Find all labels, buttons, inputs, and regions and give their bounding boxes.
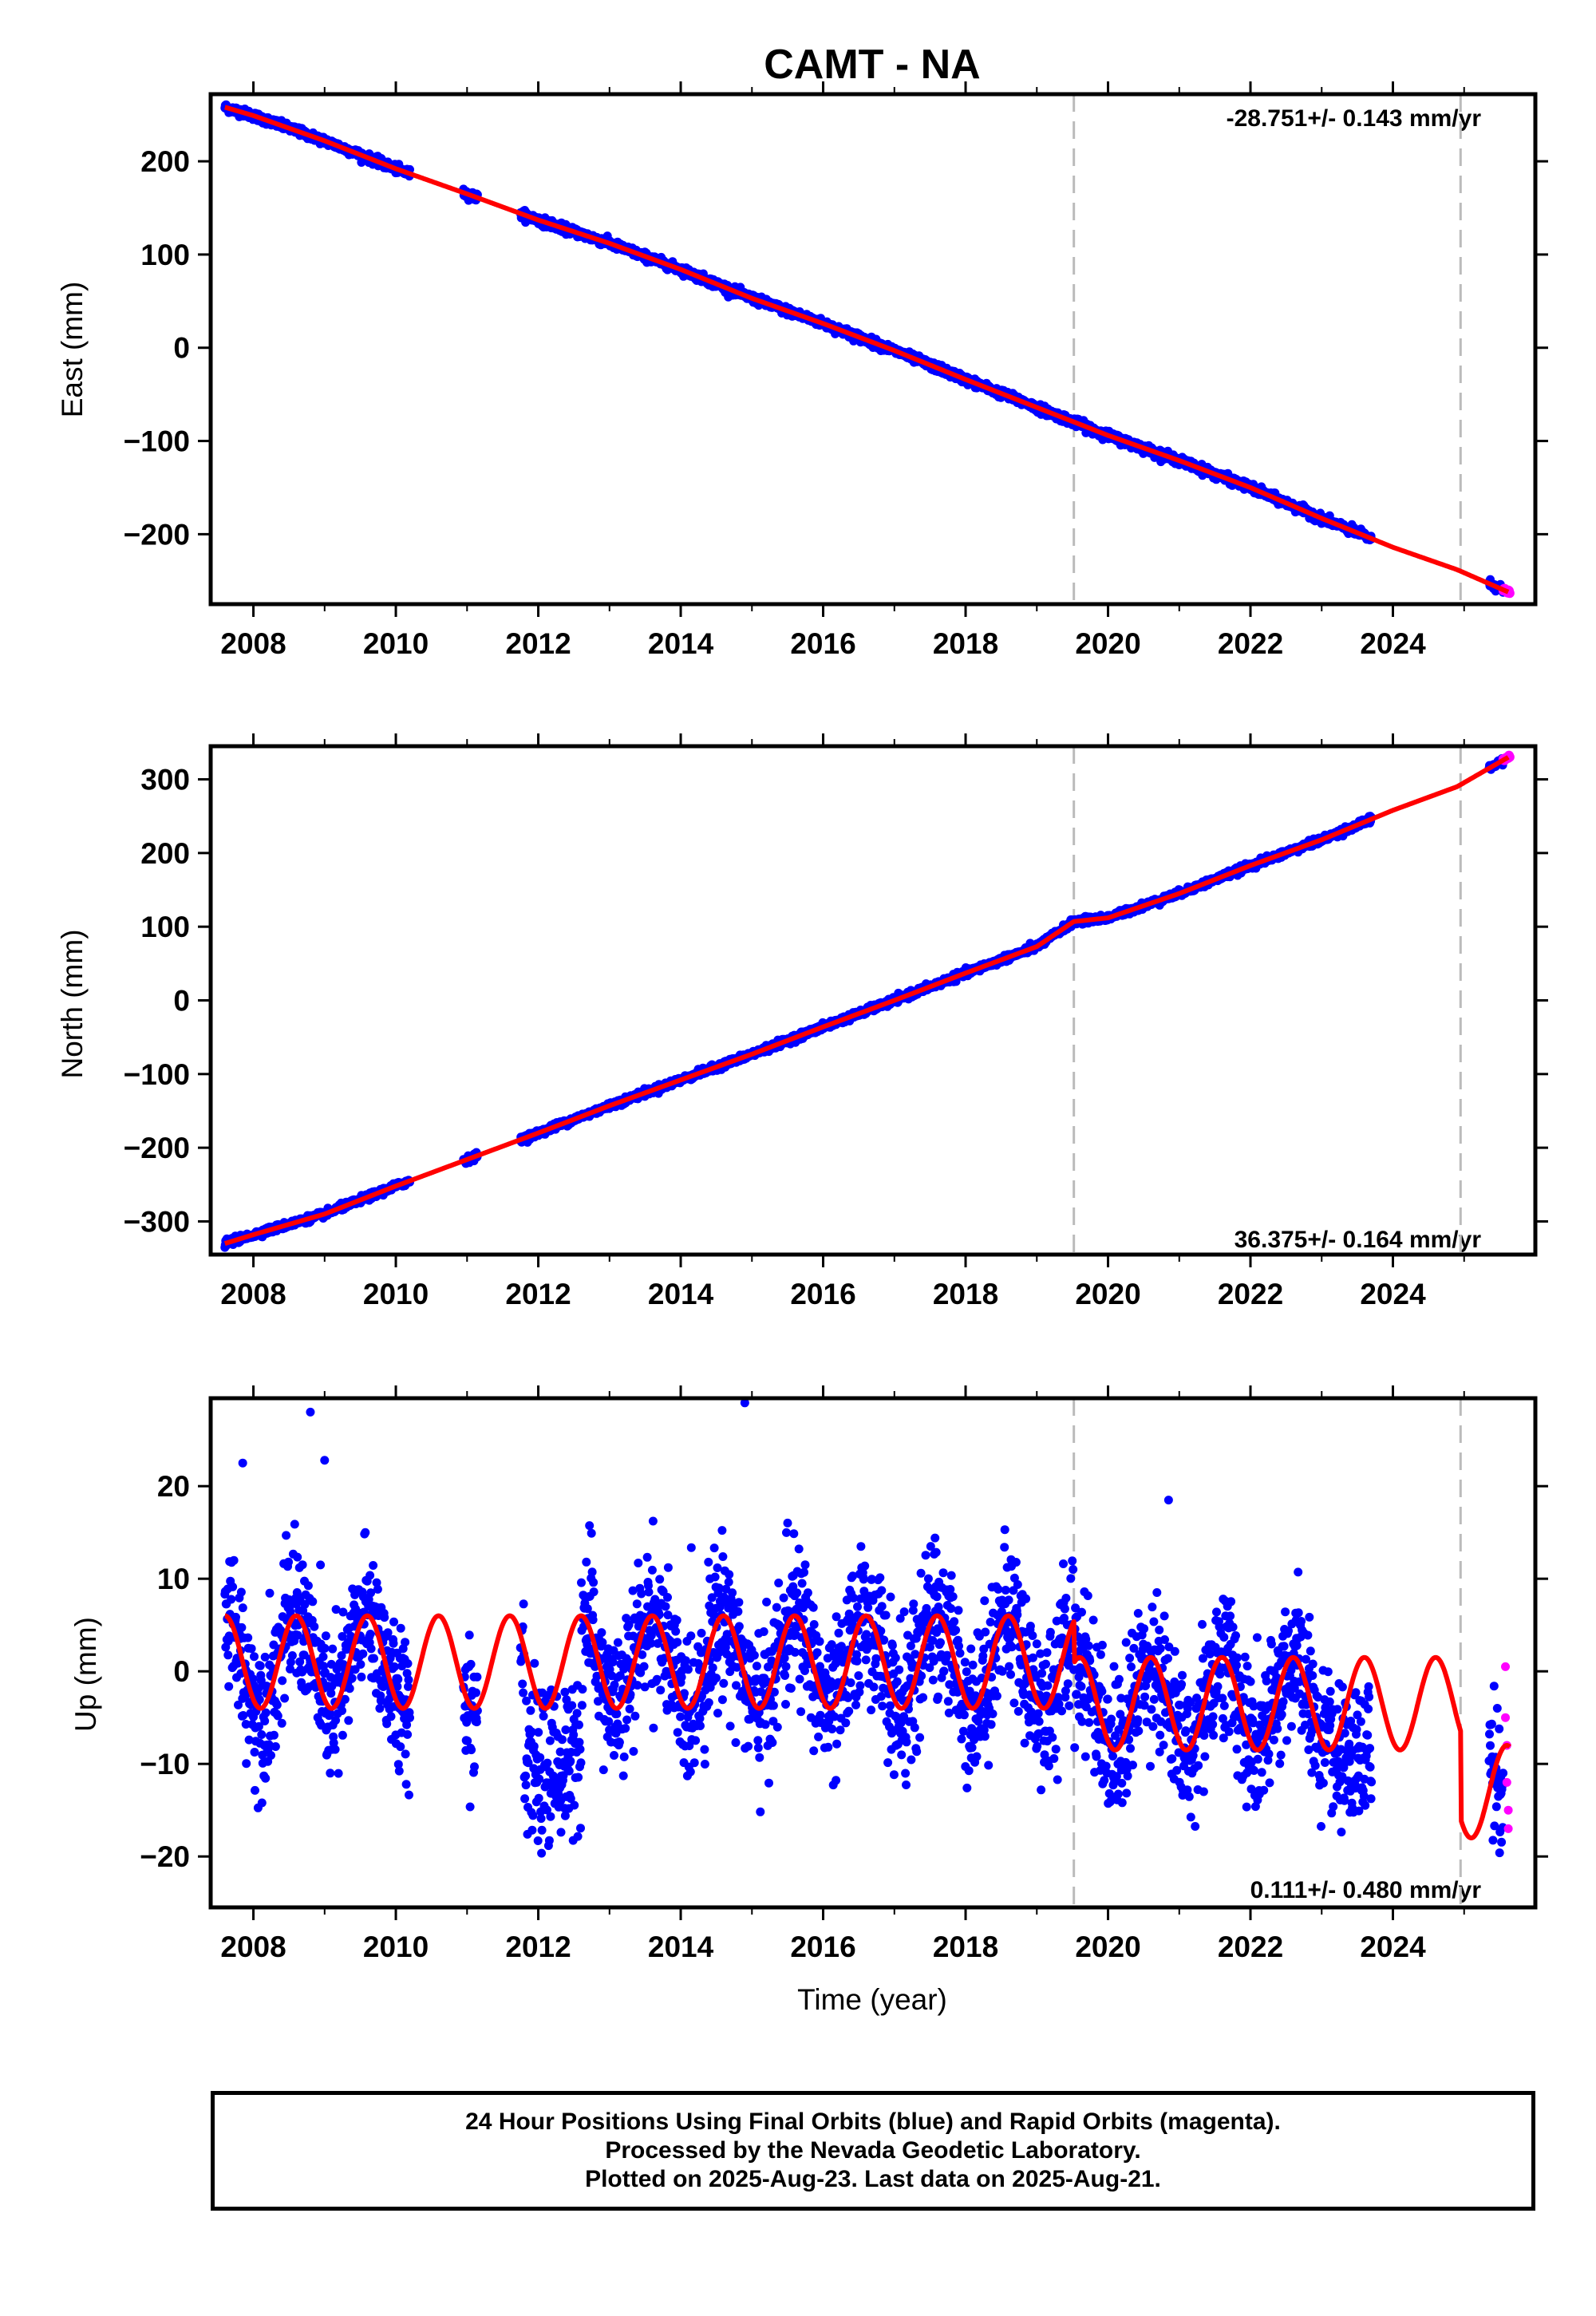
north-plot-area <box>220 746 1515 1255</box>
north-panel: North (mm) 36.375+/- 0.164 mm/yr 2008 201… <box>56 733 1548 1310</box>
east-x-tick-label: 2020 <box>1075 627 1140 660</box>
east-x-tick-label: 2010 <box>363 627 429 660</box>
east-x-tick-label: 2018 <box>933 627 998 660</box>
north-rate-label: 36.375+/- 0.164 mm/yr <box>1235 1227 1482 1253</box>
east-x-tick-label: 2022 <box>1218 627 1283 660</box>
east-panel: East (mm) -28.751+/- 0.143 mm/yr 2008 201… <box>56 81 1548 660</box>
east-y-axis-label: East (mm) <box>56 282 89 418</box>
east-y-tick-label: 100 <box>140 239 190 271</box>
east-plot-area <box>220 94 1515 604</box>
east-x-tick-label: 2008 <box>220 627 286 660</box>
east-rate-label: -28.751+/- 0.143 mm/yr <box>1227 105 1482 132</box>
east-x-tick-label: 2012 <box>505 627 571 660</box>
east-x-tick-label: 2016 <box>790 627 855 660</box>
east-y-tick-label: −200 <box>124 518 190 551</box>
east-x-tick-label: 2014 <box>648 627 714 660</box>
north-y-axis-label: North (mm) <box>56 929 89 1078</box>
east-x-tick-label: 2024 <box>1360 627 1426 660</box>
east-y-tick-label: 0 <box>173 332 190 365</box>
east-y-tick-label: 200 <box>140 145 190 178</box>
east-y-tick-label: −100 <box>124 425 190 458</box>
chart-title: CAMT - NA <box>764 41 981 88</box>
